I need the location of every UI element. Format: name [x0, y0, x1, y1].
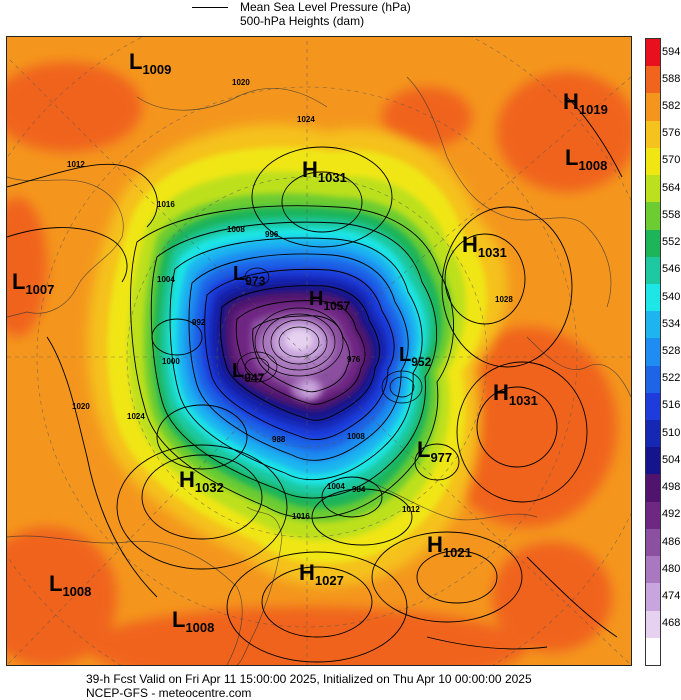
colorbar-tick-label: 504 — [662, 453, 681, 466]
colorbar-swatch — [646, 420, 660, 448]
heights-legend-label: 500-hPa Heights (dam) — [240, 14, 365, 28]
colorbar-tick-label: 546 — [662, 263, 681, 276]
isobar-label: 1024 — [127, 412, 145, 421]
colorbar-swatch — [646, 120, 660, 149]
high-pressure-center: H1019 — [563, 89, 608, 117]
isobar-label: 992 — [192, 318, 206, 327]
low-core-contours — [236, 267, 423, 404]
colorbar-swatch — [646, 610, 660, 639]
mslp-isobars — [7, 96, 623, 663]
high-pressure-center: H1032 — [179, 467, 224, 495]
colorbar-swatch — [646, 392, 660, 421]
colorbar-tick-label: 522 — [662, 372, 681, 385]
colorbar-tick-label: 516 — [662, 399, 681, 412]
isobar-label: 984 — [352, 485, 366, 494]
forecast-map: 1012 1016 1020 1024 1008 1004 996 992 10… — [6, 36, 632, 666]
colorbar-tick-label: 576 — [662, 127, 681, 140]
low-pressure-center: L947 — [232, 360, 265, 385]
low-pressure-center: L973 — [233, 263, 266, 288]
high-pressure-center: H1057 — [309, 288, 350, 313]
colorbar-tick-label: 486 — [662, 535, 681, 548]
colorbar-tick-label: 558 — [662, 208, 681, 221]
colorbar-swatch — [646, 365, 660, 394]
colorbar-tick-label: 570 — [662, 154, 681, 167]
isobar-label: 1004 — [157, 275, 175, 284]
colorbar-swatch — [646, 501, 660, 530]
colorbar-swatch — [646, 311, 660, 339]
colorbar-swatch — [646, 637, 660, 666]
colorbar-swatch — [646, 93, 660, 122]
colorbar-tick-label: 474 — [662, 589, 681, 602]
mslp-legend-label: Mean Sea Level Pressure (hPa) — [240, 0, 411, 14]
isobar-line-swatch — [192, 7, 228, 8]
colorbar-tick-label: 564 — [662, 181, 681, 194]
pressure-systems: L1009 H1031 H1019 L1008 L1007 H1031 L973… — [12, 49, 608, 635]
isobar-label: 1028 — [495, 295, 513, 304]
colorbar-swatch — [646, 447, 660, 475]
colorbar-tick-label: 540 — [662, 290, 681, 303]
colorbar-tick-label: 588 — [662, 72, 681, 85]
colorbar-swatch — [646, 147, 660, 176]
colorbar-swatch — [646, 556, 660, 584]
isobar-label: 1012 — [67, 160, 85, 169]
colorbar-tick-label: 492 — [662, 508, 681, 521]
low-pressure-center: L1007 — [12, 269, 54, 297]
isobar-label: 1024 — [297, 115, 315, 124]
colorbar-tick-label: 594 — [662, 45, 681, 58]
colorbar-tick-label: 552 — [662, 236, 681, 249]
isobar-label: 1000 — [162, 357, 180, 366]
isobar-label: 1004 — [327, 482, 345, 491]
high-pressure-center: H1031 — [302, 157, 347, 185]
map-legend-header: Mean Sea Level Pressure (hPa) 500-hPa He… — [180, 0, 480, 30]
high-pressure-center: H1027 — [299, 560, 344, 588]
high-pressure-center: H1031 — [493, 380, 538, 408]
colorbar-swatch — [646, 202, 660, 230]
colorbar-tick-label: 582 — [662, 100, 681, 113]
high-pressure-center: H1021 — [427, 532, 472, 560]
colorbar-swatch — [646, 283, 660, 312]
isobar-label: 1008 — [227, 225, 245, 234]
isobar-label: 1012 — [402, 505, 420, 514]
isobar-label: 1020 — [72, 402, 90, 411]
colorbar-swatch — [646, 66, 660, 94]
low-pressure-center: L1008 — [49, 571, 91, 599]
colorbar-tick-label: 468 — [662, 617, 681, 630]
high-pressure-center: H1031 — [462, 232, 507, 260]
isobar-labels: 1012 1016 1020 1024 1008 1004 996 992 10… — [67, 78, 513, 521]
colorbar-swatch — [646, 528, 660, 557]
colorbar-tick-label: 528 — [662, 345, 681, 357]
isobar-label: 1016 — [292, 512, 310, 521]
colorbar-swatch — [646, 175, 660, 203]
isobar-label: 976 — [347, 355, 361, 364]
colorbar-swatch — [646, 229, 660, 258]
isobar-label: 1020 — [232, 78, 250, 87]
low-pressure-center: L1008 — [172, 607, 214, 635]
isobar-label: 996 — [265, 230, 279, 239]
colorbar-swatch — [646, 474, 660, 503]
low-pressure-center: L977 — [417, 437, 452, 465]
low-pressure-center: L1009 — [129, 49, 171, 77]
height-field-468 — [285, 329, 313, 351]
colorbar-swatch — [646, 256, 660, 285]
colorbar-tick-label: 534 — [662, 317, 681, 330]
low-pressure-center: L952 — [399, 344, 432, 369]
coastlines — [7, 76, 631, 665]
isobar-label: 988 — [272, 435, 286, 444]
colorbar-swatch — [646, 583, 660, 612]
colorbar-tick-label: 480 — [662, 562, 681, 575]
colorbar-tick-label: 510 — [662, 426, 681, 439]
colorbar-swatch — [646, 39, 660, 67]
colorbar-swatch — [646, 338, 660, 367]
colorbar-tick-label: 498 — [662, 481, 681, 494]
isobar-label: 1016 — [157, 200, 175, 209]
low-pressure-center: L1008 — [565, 145, 607, 173]
data-source: NCEP-GFS - meteocentre.com — [86, 686, 252, 700]
height-colorbar — [645, 38, 661, 666]
forecast-valid-time: 39-h Fcst Valid on Fri Apr 11 15:00:00 2… — [86, 672, 532, 686]
isobar-label: 1008 — [347, 432, 365, 441]
